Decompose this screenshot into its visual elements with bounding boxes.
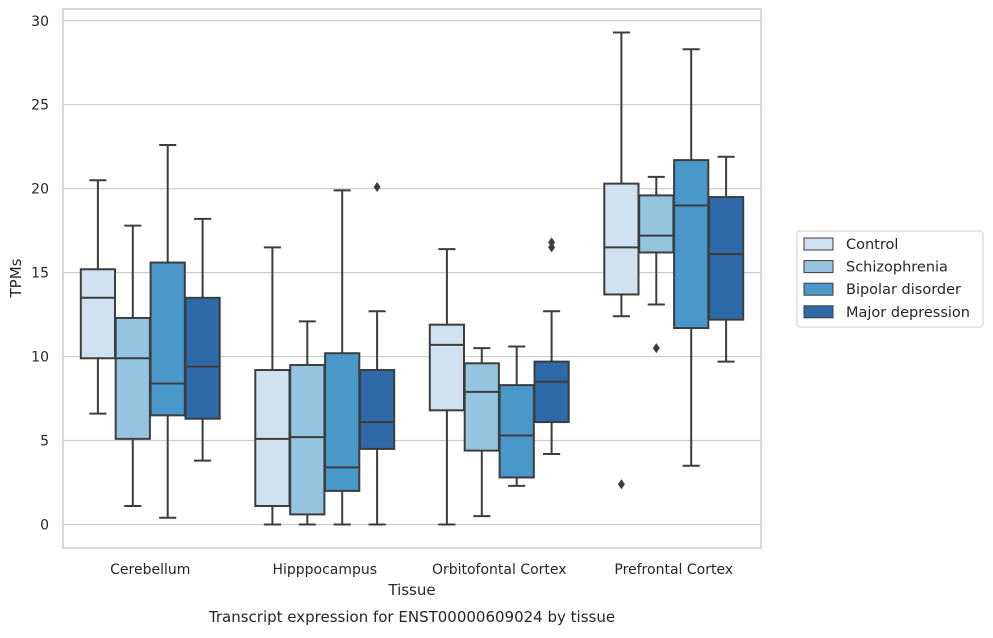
y-tick-labels: 0 5 10 15 20 25 30 [31, 14, 49, 534]
box-bipolar-disorder [324, 189, 361, 526]
box-schizophrenia [463, 347, 500, 518]
box-control [428, 248, 466, 526]
iqr-box [533, 360, 570, 424]
outlier-point [548, 242, 556, 253]
iqr-box [114, 316, 151, 440]
box-bipolar-disorder [498, 345, 535, 487]
iqr-box [324, 352, 361, 492]
box-major-depression [358, 181, 396, 526]
y-tick-label: 10 [31, 350, 49, 366]
iqr-box [428, 323, 466, 412]
legend-label: Schizophrenia [846, 260, 948, 276]
box-schizophrenia [289, 320, 326, 526]
legend: Control Schizophrenia Bipolar disorder Majo… [796, 230, 984, 328]
legend-label: Major depression [846, 305, 970, 321]
legend-label: Bipolar disorder [846, 282, 961, 298]
outlier-point [548, 237, 556, 248]
box-major-depression [533, 237, 570, 455]
box-control [603, 31, 640, 490]
x-tick-label: Cerebellum [110, 562, 190, 578]
iqr-box [184, 296, 221, 420]
box-control [254, 246, 291, 526]
outlier-point [373, 181, 381, 192]
iqr-box [463, 362, 500, 452]
box-series [79, 31, 745, 526]
iqr-box [673, 159, 710, 330]
legend-swatch [803, 282, 834, 296]
plot-frame [62, 8, 762, 549]
y-axis-label: TPMs [7, 258, 25, 298]
y-tick-label: 20 [31, 182, 49, 198]
y-tick-label: 5 [40, 434, 49, 450]
y-tick-label: 25 [31, 98, 49, 114]
outlier-point [617, 479, 625, 490]
box-major-depression [707, 155, 745, 363]
y-tick-label: 15 [31, 266, 49, 282]
legend-label: Control [846, 237, 898, 253]
legend-swatch [803, 260, 834, 274]
x-tick-label: Hipppocampus [272, 562, 377, 578]
iqr-box [149, 261, 186, 417]
x-tick-labels: Cerebellum Hipppocampus Orbitofontal Corte… [110, 562, 733, 578]
y-tick-label: 30 [31, 14, 49, 30]
iqr-box [603, 182, 640, 296]
iqr-box [638, 194, 675, 254]
x-tick-label: Prefrontal Cortex [614, 562, 733, 578]
iqr-box [289, 363, 326, 516]
box-major-depression [184, 217, 221, 462]
box-control [79, 179, 117, 415]
box-schizophrenia [114, 224, 151, 508]
iqr-box [707, 196, 745, 321]
figure-caption: Transcript expression for ENST0000060902… [208, 608, 615, 626]
iqr-box [79, 268, 117, 360]
box-schizophrenia [638, 175, 675, 354]
legend-swatch [803, 305, 834, 319]
iqr-box [498, 384, 535, 479]
outlier-point [652, 343, 660, 354]
iqr-box [358, 369, 396, 450]
y-tick-label: 0 [40, 517, 49, 533]
x-tick-label: Orbitofontal Cortex [432, 562, 567, 578]
legend-swatch [803, 237, 834, 251]
legend-frame [796, 230, 984, 328]
x-axis-label: Tissue [387, 581, 435, 599]
